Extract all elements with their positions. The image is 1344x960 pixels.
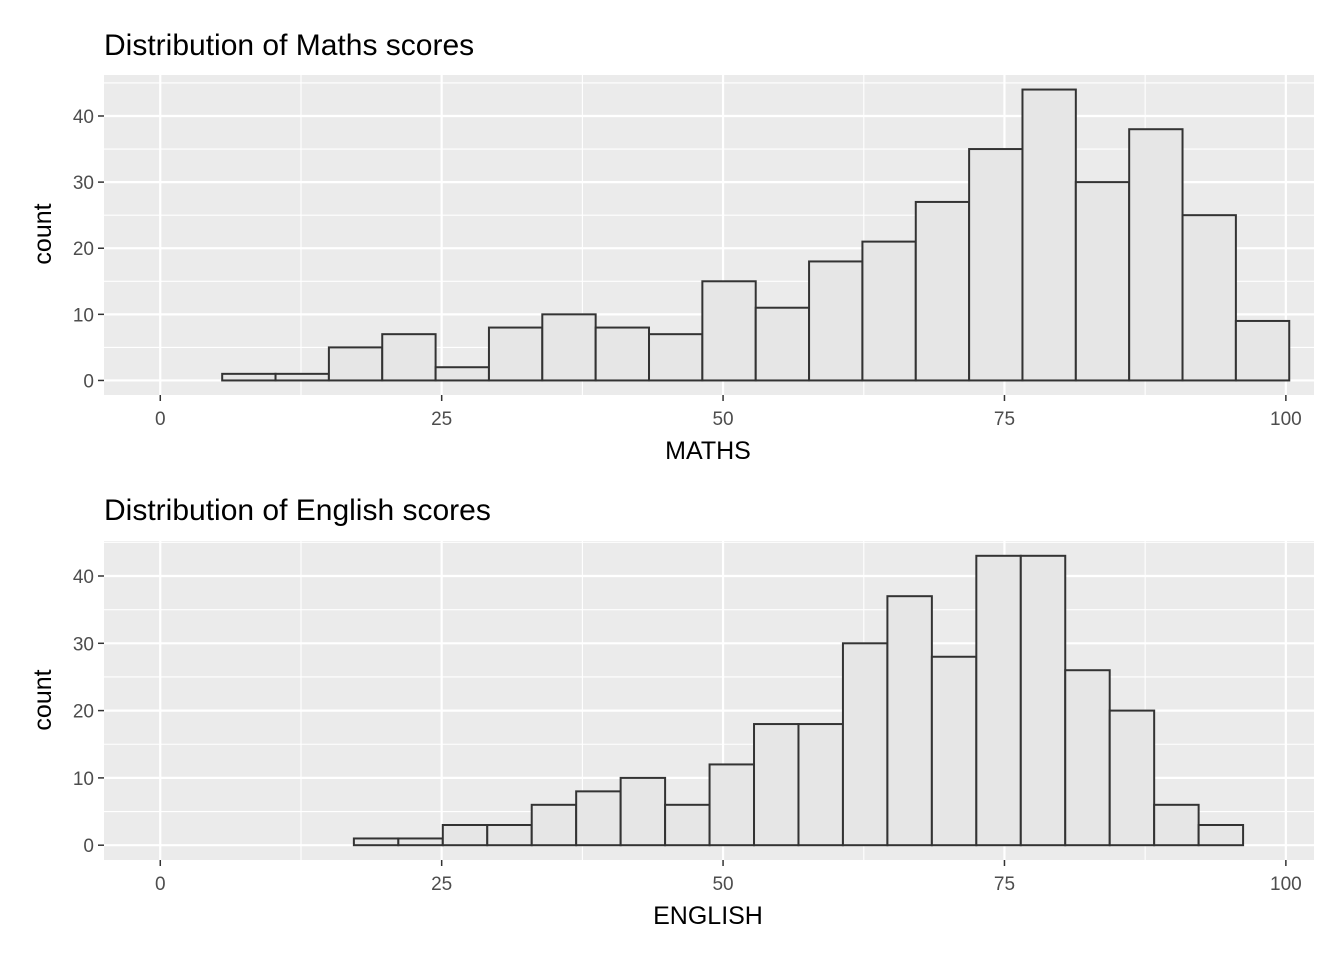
- english-histogram-bar: [930, 655, 978, 847]
- maths-panel: 0 25 50 75 100 0 10 20 30 40 Distribution of Maths…: [29, 29, 1314, 465]
- english-histogram-bar: [753, 723, 800, 847]
- english-histogram-bar: [575, 790, 622, 847]
- english-x-tick-label: 25: [431, 874, 452, 895]
- english-histogram-bar: [1197, 824, 1245, 847]
- english-histogram-bar: [1064, 669, 1111, 847]
- english-histogram-bar: [1108, 709, 1156, 847]
- english-histogram-bar: [886, 595, 933, 847]
- english-histogram-bar: [619, 776, 667, 847]
- maths-x-tick-label: 100: [1270, 409, 1302, 430]
- maths-histogram-bar: [648, 333, 704, 382]
- english-histogram-bar: [975, 554, 1022, 847]
- english-x-tick-label: 50: [712, 874, 733, 895]
- english-x-tick-label: 0: [155, 874, 166, 895]
- maths-histogram-bar: [754, 306, 811, 382]
- english-histogram-bar: [1019, 554, 1067, 847]
- maths-x-tick-label: 50: [712, 409, 733, 430]
- english-y-tick-label: 40: [73, 567, 94, 588]
- english-y-axis-title: count: [29, 669, 57, 730]
- maths-y-tick-label: 0: [83, 371, 94, 392]
- maths-histogram-bar: [701, 280, 757, 382]
- maths-histogram-bar: [861, 240, 917, 382]
- english-panel: 0 25 50 75 100 0 10 20 30 40 Distribution of Engli…: [29, 494, 1314, 930]
- maths-histogram-bar: [274, 372, 330, 382]
- maths-histogram-bar: [914, 200, 971, 382]
- english-chart-title: Distribution of English scores: [104, 494, 491, 527]
- maths-x-tick-label: 25: [431, 409, 452, 430]
- maths-histogram-bar: [1021, 88, 1077, 382]
- maths-y-tick-label: 30: [73, 173, 94, 194]
- english-histogram-bar: [441, 824, 489, 847]
- maths-histogram-bar: [1074, 181, 1131, 382]
- english-x-tick-label: 75: [994, 874, 1015, 895]
- english-histogram-bar: [664, 803, 711, 847]
- english-histogram-bar: [397, 837, 444, 847]
- english-histogram-bar: [352, 837, 400, 847]
- english-histogram-bar: [797, 723, 844, 847]
- maths-histogram-bar: [594, 326, 651, 382]
- maths-histogram-bar: [1181, 214, 1237, 382]
- maths-x-tick-label: 75: [994, 409, 1015, 430]
- maths-histogram-bar: [541, 313, 597, 382]
- english-histogram-bar: [486, 824, 533, 847]
- english-y-tick-label: 10: [73, 769, 94, 790]
- english-histogram-bar: [708, 763, 756, 847]
- maths-histogram-bar: [221, 372, 277, 382]
- maths-y-tick-label: 10: [73, 305, 94, 326]
- english-y-tick-label: 0: [83, 836, 94, 857]
- english-histogram-bar: [1153, 803, 1200, 847]
- maths-histogram-bar: [968, 148, 1024, 382]
- english-y-tick-label: 30: [73, 634, 94, 655]
- maths-histogram-bar: [327, 346, 384, 382]
- maths-y-tick-label: 40: [73, 107, 94, 128]
- english-x-tick-label: 100: [1270, 874, 1302, 895]
- english-y-tick-label: 20: [73, 702, 94, 723]
- maths-histogram-bar: [381, 333, 437, 382]
- maths-y-tick-label: 20: [73, 239, 94, 260]
- maths-x-tick-label: 0: [155, 409, 166, 430]
- maths-y-axis-title: count: [29, 203, 57, 264]
- maths-x-axis-title: MATHS: [665, 437, 751, 465]
- english-x-axis-title: ENGLISH: [653, 902, 763, 930]
- english-histogram-bar: [841, 642, 889, 847]
- maths-histogram-bar: [808, 260, 864, 382]
- maths-histogram-bar: [434, 366, 490, 382]
- maths-histogram-bar: [487, 326, 544, 382]
- english-histogram-bar: [530, 803, 578, 847]
- maths-chart-title: Distribution of Maths scores: [104, 29, 474, 62]
- maths-histogram-bar: [1128, 128, 1184, 382]
- maths-histogram-bar: [1234, 319, 1291, 382]
